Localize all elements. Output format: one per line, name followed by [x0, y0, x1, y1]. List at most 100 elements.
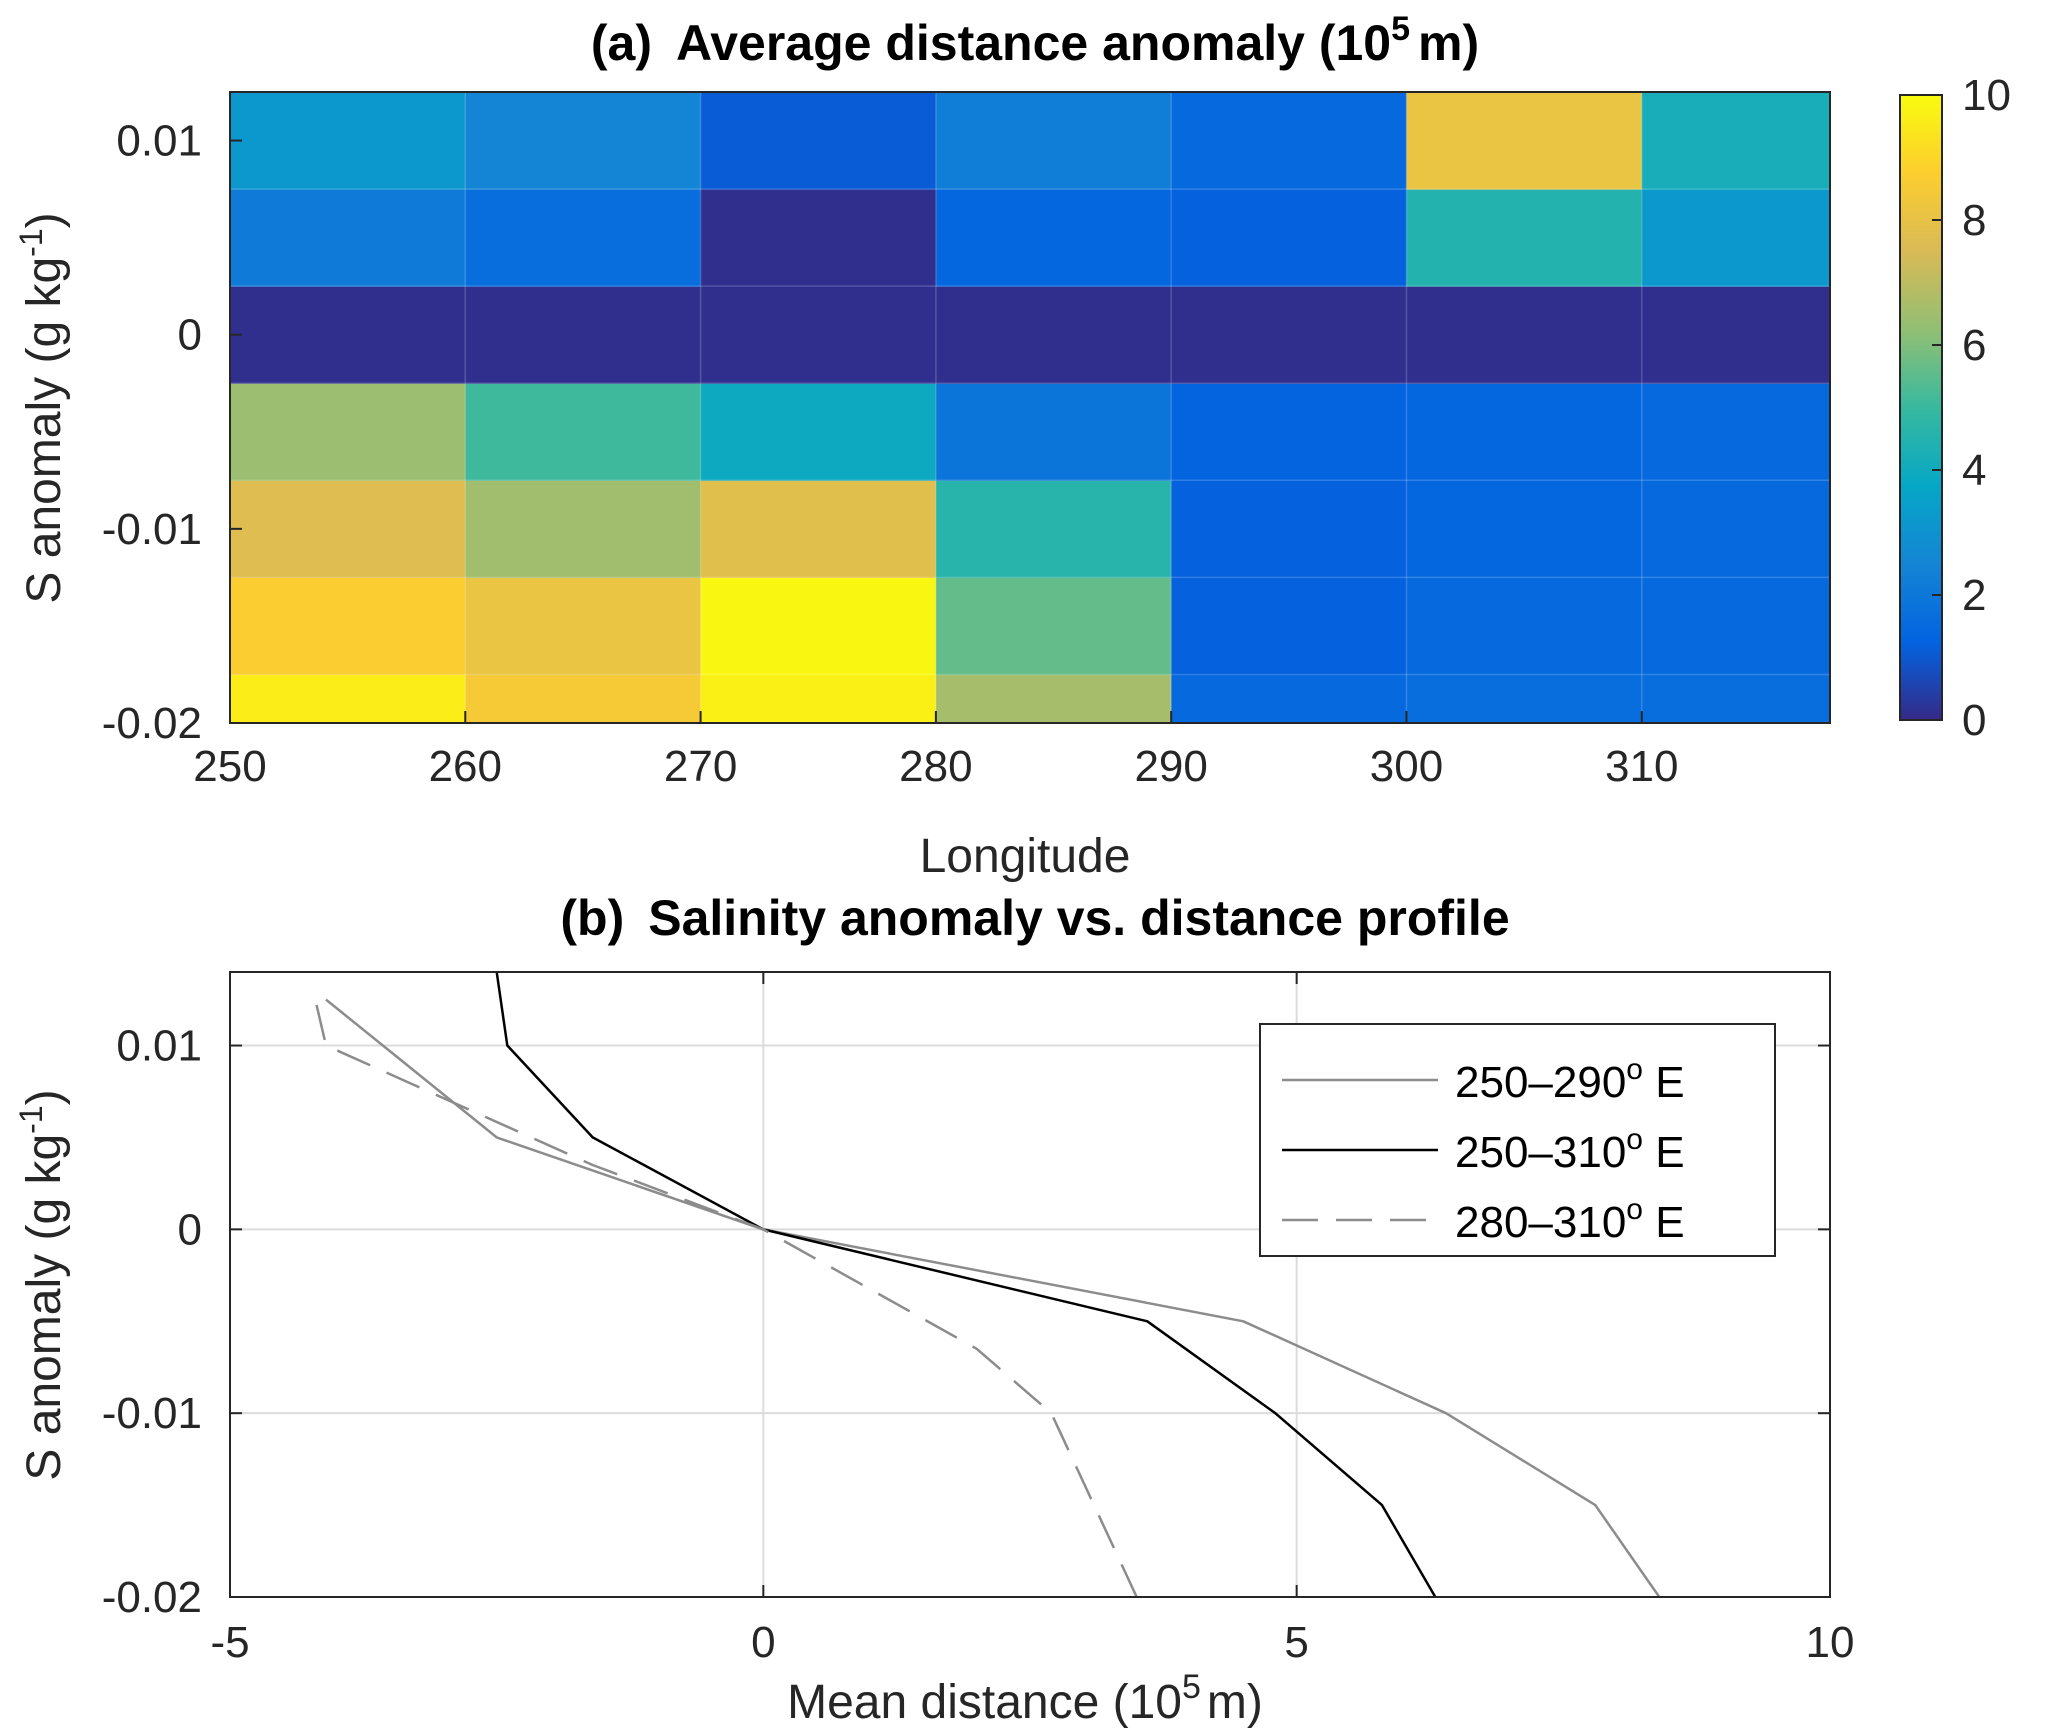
- heatmap-y-tick-label: -0.01: [102, 505, 202, 554]
- heatmap-cell: [1171, 286, 1407, 384]
- heatmap-cell: [935, 189, 1172, 287]
- heatmap-cell: [1641, 92, 1831, 190]
- heatmap-cell: [700, 674, 937, 724]
- line-x-tick-label: 5: [1284, 1618, 1308, 1667]
- heatmap-x-tick-label: 250: [193, 742, 266, 791]
- heatmap-cell: [230, 480, 466, 578]
- heatmap-cell: [935, 286, 1172, 384]
- heatmap-cell: [935, 577, 1172, 675]
- heatmap-y-tick-label: 0: [178, 311, 202, 360]
- heatmap-cell: [1406, 577, 1643, 675]
- heatmap-cell: [230, 577, 466, 675]
- colorbar-tick-label: 8: [1962, 196, 1986, 245]
- heatmap-cell: [700, 383, 937, 481]
- line-plot-frame: [229, 971, 1831, 1598]
- line-x-label-unit: m): [1207, 1676, 1263, 1729]
- colorbar-tick-label: 4: [1962, 446, 1986, 495]
- heatmap-cell: [700, 286, 937, 384]
- heatmap-y-label-main: S anomaly (g kg: [18, 257, 71, 604]
- heatmap-cell: [935, 92, 1172, 190]
- colorbar-gradient: [1899, 94, 1943, 721]
- heatmap-cell: [465, 383, 702, 481]
- legend-label-1: 250–290o E: [1455, 1053, 1685, 1107]
- panel-a: (a) Average distance anomaly (105 m) 250 26…: [13, 10, 2011, 883]
- line-x-tick-label: 10: [1806, 1618, 1855, 1667]
- panel-a-title-unit: m): [1418, 15, 1479, 71]
- heatmap-y-ticks: -0.02 -0.01 0 0.01: [102, 117, 242, 748]
- heatmap-x-ticks: 250 260 270 280 290 300 310: [193, 711, 1678, 791]
- heatmap-cell: [935, 674, 1172, 724]
- heatmap-cell: [700, 189, 937, 287]
- heatmap-x-tick-label: 270: [664, 742, 737, 791]
- heatmap-x-tick-label: 310: [1605, 742, 1678, 791]
- colorbar-tick-label: 6: [1962, 321, 1986, 370]
- heatmap-cell: [1641, 286, 1831, 384]
- heatmap-cell: [1641, 383, 1831, 481]
- heatmap-cell: [1171, 674, 1407, 724]
- line-x-label-exp: 5: [1182, 1668, 1201, 1706]
- panel-a-title: (a) Average distance anomaly (105 m): [591, 10, 1479, 71]
- line-x-tick-label: 0: [751, 1618, 775, 1667]
- heatmap-cell: [465, 189, 702, 287]
- heatmap-cell: [700, 480, 937, 578]
- heatmap-cell: [465, 92, 702, 190]
- heatmap-cell: [1171, 92, 1407, 190]
- panel-b-title-main: Salinity anomaly vs. distance profile: [648, 890, 1509, 946]
- line-x-label-main: Mean distance (10: [787, 1676, 1182, 1729]
- line-y-label-main: S anomaly (g kg: [18, 1134, 71, 1481]
- heatmap-cell: [1641, 674, 1831, 724]
- heatmap-cell: [935, 383, 1172, 481]
- legend-box: [1259, 1023, 1776, 1257]
- colorbar-ticks: 0 2 4 6 8 10: [1932, 71, 2011, 745]
- heatmap-cell: [230, 189, 466, 287]
- series-line-2: [495, 971, 1437, 1598]
- panel-a-label: (a): [591, 15, 652, 71]
- heatmap-cell: [700, 92, 937, 190]
- heatmap-cell: [1171, 480, 1407, 578]
- heatmap-x-tick-label: 260: [429, 742, 502, 791]
- panel-a-title-main: Average distance anomaly (10: [676, 15, 1391, 71]
- line-y-tick-label: -0.02: [102, 1573, 202, 1622]
- heatmap-y-label-close: ): [18, 212, 71, 228]
- panel-b: (b) Salinity anomaly vs. distance profile…: [13, 890, 1854, 1729]
- legend-label-3: 280–310o E: [1455, 1193, 1685, 1247]
- heatmap-cell: [1171, 189, 1407, 287]
- line-x-tick-label: -5: [210, 1618, 249, 1667]
- heatmap-cell: [465, 674, 702, 724]
- heatmap-y-label-exp: -1: [13, 228, 49, 256]
- heatmap-cell: [230, 383, 466, 481]
- heatmap-cell: [1406, 92, 1643, 190]
- line-y-label-close: ): [18, 1089, 71, 1105]
- heatmap-x-tick-label: 280: [899, 742, 972, 791]
- heatmap-cell: [230, 674, 466, 724]
- panel-b-label: (b): [560, 890, 624, 946]
- heatmap-x-tick-label: 290: [1134, 742, 1207, 791]
- line-y-label: S anomaly (g kg-1): [13, 1089, 71, 1480]
- heatmap-grid: [230, 92, 1830, 723]
- heatmap-cell: [230, 286, 466, 384]
- heatmap-cell: [1641, 189, 1831, 287]
- heatmap-y-tick-label: -0.02: [102, 699, 202, 748]
- heatmap-cells: [230, 92, 1831, 724]
- heatmap-x-label: Longitude: [920, 830, 1131, 883]
- colorbar-tick-label: 0: [1962, 696, 1986, 745]
- line-x-label: Mean distance (105 m): [787, 1668, 1263, 1729]
- heatmap-cell: [1406, 480, 1643, 578]
- heatmap-cell: [1171, 383, 1407, 481]
- heatmap-cell: [1406, 383, 1643, 481]
- heatmap-cell: [1406, 189, 1643, 287]
- heatmap-cell: [1641, 577, 1831, 675]
- line-x-ticks: -5 0 5 10: [210, 972, 1854, 1667]
- heatmap-x-tick-label: 300: [1370, 742, 1443, 791]
- heatmap-cell: [465, 286, 702, 384]
- panel-b-title: (b) Salinity anomaly vs. distance profile: [560, 890, 1509, 946]
- line-y-tick-label: 0.01: [116, 1022, 202, 1071]
- heatmap-frame: [229, 91, 1831, 724]
- heatmap-cell: [230, 92, 466, 190]
- heatmap-cell: [935, 480, 1172, 578]
- series-line-1: [325, 998, 1661, 1598]
- legend: 250–290o E 250–310o E 280–310o E: [1259, 1023, 1776, 1257]
- series-line-3: [314, 999, 1138, 1598]
- colorbar: 0 2 4 6 8 10: [1899, 71, 2011, 745]
